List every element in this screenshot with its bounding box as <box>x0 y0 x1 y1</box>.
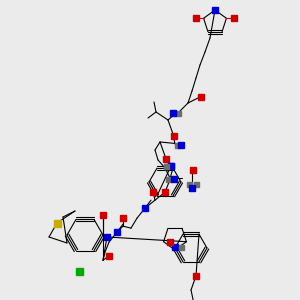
Bar <box>190 167 196 173</box>
Bar <box>231 15 237 21</box>
Bar <box>114 229 120 235</box>
Bar <box>187 182 191 187</box>
Bar <box>168 163 174 169</box>
Bar <box>170 110 176 116</box>
Bar <box>178 244 184 250</box>
Bar <box>163 156 169 162</box>
Bar <box>171 176 177 182</box>
Bar <box>106 253 112 259</box>
Bar <box>198 94 204 100</box>
Bar <box>194 182 199 187</box>
Bar <box>166 176 170 181</box>
Bar <box>164 164 169 169</box>
Bar <box>172 244 178 250</box>
Bar <box>150 189 156 195</box>
Bar <box>142 205 148 211</box>
Bar <box>168 163 174 169</box>
Bar <box>171 133 177 139</box>
Bar <box>189 185 195 191</box>
Bar <box>162 189 168 195</box>
Bar <box>104 234 110 240</box>
Bar <box>178 142 184 148</box>
Bar <box>193 15 199 21</box>
Bar <box>175 142 179 148</box>
Bar <box>120 215 126 221</box>
Bar <box>167 239 173 245</box>
Bar <box>100 212 106 218</box>
Bar <box>193 273 199 279</box>
Bar <box>76 268 82 274</box>
Bar <box>53 220 61 226</box>
Bar <box>212 7 218 13</box>
Bar <box>176 110 181 116</box>
Bar <box>164 164 169 169</box>
